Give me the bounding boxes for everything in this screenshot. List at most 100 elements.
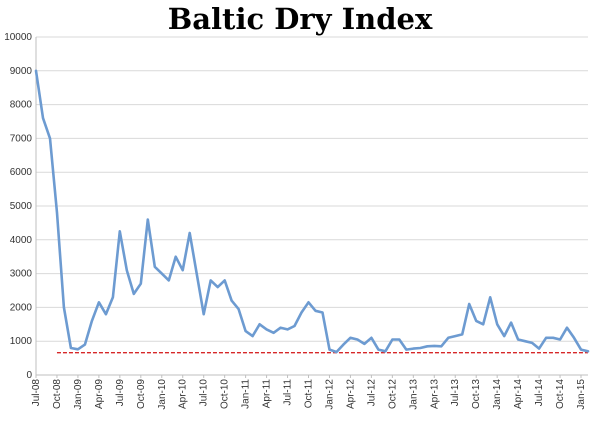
data-point xyxy=(321,311,324,314)
data-point xyxy=(118,230,121,233)
x-tick-label: Oct-08 xyxy=(52,379,63,409)
data-point xyxy=(307,301,310,304)
data-point xyxy=(559,338,561,341)
data-point xyxy=(111,296,114,299)
data-point xyxy=(538,347,540,350)
x-tick-label: Jan-14 xyxy=(492,379,503,410)
data-point xyxy=(209,279,212,282)
data-point xyxy=(447,336,450,339)
x-tick-label: Apr-12 xyxy=(345,379,356,409)
data-point xyxy=(42,117,44,120)
data-point xyxy=(468,303,471,305)
x-tick-label: Jan-12 xyxy=(324,379,335,410)
data-point xyxy=(552,336,554,339)
x-tick-label: Jul-10 xyxy=(199,379,210,407)
chart-title: Baltic Dry Index xyxy=(167,2,433,36)
data-point xyxy=(524,340,527,343)
x-tick-label: Jul-14 xyxy=(534,379,545,407)
data-point xyxy=(132,292,135,295)
data-point xyxy=(104,313,107,316)
data-point xyxy=(517,338,520,341)
data-point xyxy=(49,137,51,140)
data-point xyxy=(503,335,506,338)
data-point xyxy=(153,265,156,268)
data-point xyxy=(160,272,163,275)
data-point xyxy=(510,321,513,324)
data-point xyxy=(84,343,86,346)
data-point xyxy=(335,351,338,353)
data-point xyxy=(300,311,303,314)
x-tick-label: Oct-09 xyxy=(136,379,147,409)
data-point xyxy=(230,299,233,302)
x-tick-label: Oct-13 xyxy=(471,379,482,409)
x-tick-label: Oct-10 xyxy=(220,379,231,409)
data-point xyxy=(174,255,177,258)
data-point xyxy=(265,328,268,331)
data-point xyxy=(440,345,443,348)
x-tick-label: Jan-13 xyxy=(408,379,419,410)
x-tick-label: Jan-15 xyxy=(576,379,587,410)
data-point xyxy=(349,336,352,339)
data-point xyxy=(580,348,582,351)
data-point xyxy=(139,282,142,285)
data-point xyxy=(419,347,422,349)
data-point xyxy=(377,348,380,351)
data-point xyxy=(70,347,72,349)
data-point xyxy=(244,330,247,332)
x-tick-label: Jan-09 xyxy=(73,379,84,410)
data-point xyxy=(216,286,219,289)
data-point xyxy=(286,328,289,331)
data-point xyxy=(188,232,191,234)
data-point xyxy=(461,333,464,336)
data-point xyxy=(433,345,436,347)
data-point xyxy=(496,323,499,326)
x-tick-label: Apr-09 xyxy=(94,379,105,409)
y-tick-label: 10000 xyxy=(4,32,32,43)
data-point xyxy=(545,336,547,339)
y-tick-label: 0 xyxy=(26,370,32,381)
data-point xyxy=(566,326,568,329)
x-tick-label: Jul-12 xyxy=(366,379,377,407)
x-tick-label: Apr-11 xyxy=(262,379,273,409)
x-tick-label: Jul-11 xyxy=(283,379,294,406)
data-point xyxy=(391,338,394,341)
data-point xyxy=(489,296,492,299)
x-tick-label: Jan-11 xyxy=(241,379,252,409)
y-tick-label: 7000 xyxy=(10,133,33,144)
data-point xyxy=(384,350,387,353)
data-point xyxy=(125,269,128,272)
data-point xyxy=(342,343,345,346)
data-point xyxy=(356,338,359,341)
data-point xyxy=(293,325,296,327)
x-tick-label: Oct-14 xyxy=(555,379,566,409)
y-tick-label: 4000 xyxy=(10,235,33,246)
y-tick-label: 1000 xyxy=(10,336,33,347)
data-point xyxy=(398,338,401,341)
y-tick-label: 8000 xyxy=(10,100,33,111)
x-tick-label: Oct-12 xyxy=(387,379,398,409)
data-point xyxy=(475,320,478,322)
data-point xyxy=(237,308,240,310)
data-point xyxy=(454,335,457,338)
data-point xyxy=(258,323,261,326)
data-point xyxy=(195,272,198,275)
x-tick-label: Oct-11 xyxy=(304,379,315,409)
data-point xyxy=(531,341,534,344)
data-point xyxy=(412,347,415,350)
data-point xyxy=(167,279,170,282)
data-point xyxy=(251,335,254,338)
x-tick-label: Apr-10 xyxy=(178,379,189,409)
data-point xyxy=(181,269,184,272)
x-tick-label: Apr-14 xyxy=(513,379,524,409)
data-point xyxy=(482,323,485,326)
x-tick-label: Jul-08 xyxy=(31,379,42,407)
data-point xyxy=(90,320,93,322)
y-tick-label: 2000 xyxy=(10,302,33,313)
x-tick-label: Jul-09 xyxy=(115,379,126,407)
data-point xyxy=(35,69,37,72)
series-line xyxy=(34,69,590,354)
data-point xyxy=(279,326,282,329)
data-point xyxy=(63,306,65,309)
y-tick-label: 9000 xyxy=(10,66,33,77)
